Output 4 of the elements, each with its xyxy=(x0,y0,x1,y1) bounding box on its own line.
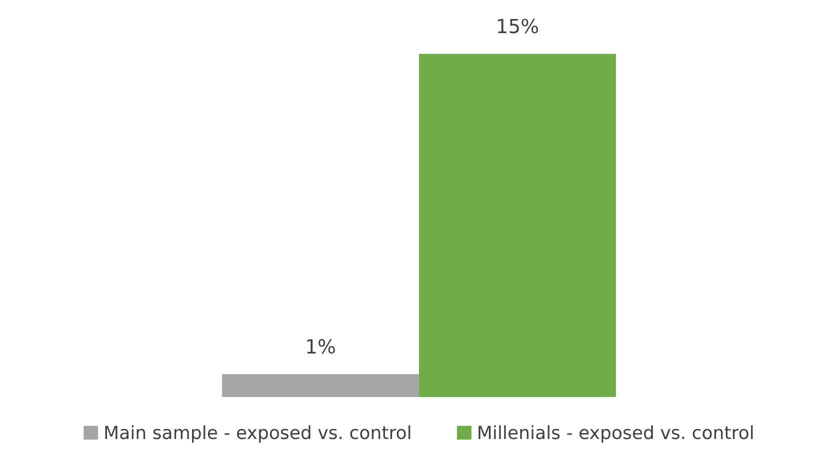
legend-label: Millenials - exposed vs. control xyxy=(478,425,753,443)
data-label: 1% xyxy=(307,339,335,354)
data-label: 15% xyxy=(498,18,538,34)
legend-label: Main sample - exposed vs. control xyxy=(105,425,410,443)
